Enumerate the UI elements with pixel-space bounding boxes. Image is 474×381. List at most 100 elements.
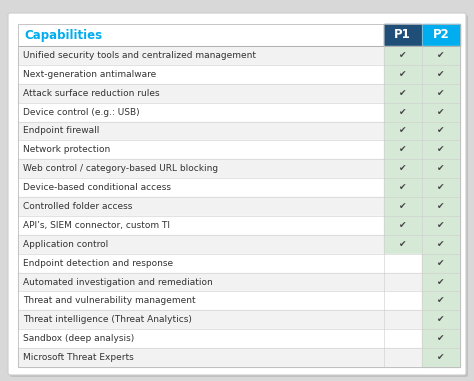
Bar — [422, 311, 460, 329]
Text: ✔: ✔ — [399, 221, 406, 230]
Text: P1: P1 — [394, 29, 411, 42]
Text: Endpoint detection and response: Endpoint detection and response — [23, 259, 173, 267]
Text: Capabilities: Capabilities — [24, 29, 102, 42]
Text: Controlled folder access: Controlled folder access — [23, 202, 132, 211]
Text: Threat intelligence (Threat Analytics): Threat intelligence (Threat Analytics) — [23, 315, 192, 324]
Text: ✔: ✔ — [437, 51, 445, 60]
Text: ✔: ✔ — [437, 315, 445, 324]
Bar — [422, 216, 460, 235]
Bar — [422, 159, 460, 178]
Bar — [422, 178, 460, 197]
Text: ✔: ✔ — [399, 89, 406, 98]
Bar — [422, 46, 460, 65]
Text: API’s, SIEM connector, custom TI: API’s, SIEM connector, custom TI — [23, 221, 170, 230]
Bar — [18, 46, 384, 65]
Bar — [422, 102, 460, 122]
Bar — [422, 272, 460, 291]
Bar — [384, 197, 421, 216]
Text: ✔: ✔ — [437, 202, 445, 211]
Text: ✔: ✔ — [437, 334, 445, 343]
Bar — [384, 84, 421, 102]
Bar — [18, 178, 384, 197]
Bar — [384, 102, 421, 122]
Text: Microsoft Threat Experts: Microsoft Threat Experts — [23, 353, 134, 362]
Bar — [384, 65, 421, 84]
Bar — [422, 254, 460, 272]
Text: Next-generation antimalware: Next-generation antimalware — [23, 70, 156, 79]
Bar — [384, 46, 421, 65]
Bar — [18, 348, 384, 367]
Bar — [18, 141, 384, 159]
Bar — [384, 311, 421, 329]
Text: ✔: ✔ — [437, 183, 445, 192]
Text: Network protection: Network protection — [23, 146, 110, 154]
Bar — [422, 24, 460, 46]
Text: ✔: ✔ — [399, 146, 406, 154]
Bar — [384, 329, 421, 348]
Bar — [18, 102, 384, 122]
Bar — [18, 122, 384, 141]
Bar — [384, 122, 421, 141]
Bar — [422, 65, 460, 84]
Bar — [18, 197, 384, 216]
Bar — [422, 141, 460, 159]
Bar — [18, 84, 384, 102]
Text: ✔: ✔ — [437, 126, 445, 136]
Text: ✔: ✔ — [437, 353, 445, 362]
Text: P2: P2 — [433, 29, 449, 42]
Text: Threat and vulnerability management: Threat and vulnerability management — [23, 296, 196, 306]
Bar — [384, 24, 421, 46]
Bar — [384, 254, 421, 272]
Text: ✔: ✔ — [399, 240, 406, 249]
Bar — [18, 24, 384, 46]
Bar — [422, 84, 460, 102]
Bar — [18, 159, 384, 178]
Bar — [422, 329, 460, 348]
Text: ✔: ✔ — [399, 70, 406, 79]
Text: Unified security tools and centralized management: Unified security tools and centralized m… — [23, 51, 256, 60]
Bar — [384, 348, 421, 367]
Bar — [384, 216, 421, 235]
Bar — [18, 254, 384, 272]
Text: Endpoint firewall: Endpoint firewall — [23, 126, 100, 136]
Bar — [18, 291, 384, 311]
Text: ✔: ✔ — [399, 202, 406, 211]
Bar — [422, 197, 460, 216]
Text: ✔: ✔ — [399, 126, 406, 136]
Text: ✔: ✔ — [437, 296, 445, 306]
Text: Web control / category-based URL blocking: Web control / category-based URL blockin… — [23, 164, 218, 173]
Bar — [18, 311, 384, 329]
Text: ✔: ✔ — [437, 107, 445, 117]
Text: ✔: ✔ — [437, 240, 445, 249]
Text: ✔: ✔ — [399, 164, 406, 173]
Text: Sandbox (deep analysis): Sandbox (deep analysis) — [23, 334, 134, 343]
Bar — [384, 159, 421, 178]
FancyBboxPatch shape — [10, 15, 468, 377]
Bar — [18, 65, 384, 84]
Text: Application control: Application control — [23, 240, 108, 249]
FancyBboxPatch shape — [8, 13, 466, 375]
Bar — [422, 291, 460, 311]
Bar — [384, 291, 421, 311]
Bar — [18, 216, 384, 235]
Bar — [18, 329, 384, 348]
Text: ✔: ✔ — [437, 89, 445, 98]
Text: Automated investigation and remediation: Automated investigation and remediation — [23, 277, 213, 287]
Bar — [422, 348, 460, 367]
Bar — [384, 141, 421, 159]
Text: Attack surface reduction rules: Attack surface reduction rules — [23, 89, 160, 98]
Bar — [384, 178, 421, 197]
Text: Device control (e.g.: USB): Device control (e.g.: USB) — [23, 107, 140, 117]
Bar — [384, 235, 421, 254]
Text: ✔: ✔ — [437, 259, 445, 267]
Text: ✔: ✔ — [399, 183, 406, 192]
Bar — [384, 272, 421, 291]
Bar — [18, 235, 384, 254]
Text: ✔: ✔ — [399, 51, 406, 60]
Text: ✔: ✔ — [437, 221, 445, 230]
Text: Device-based conditional access: Device-based conditional access — [23, 183, 171, 192]
Text: ✔: ✔ — [437, 277, 445, 287]
Text: ✔: ✔ — [399, 107, 406, 117]
Bar — [422, 235, 460, 254]
Bar — [18, 272, 384, 291]
